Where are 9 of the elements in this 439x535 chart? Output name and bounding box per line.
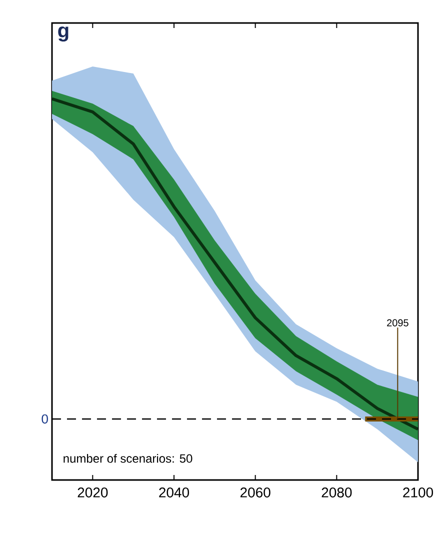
x-tick-label: 2100: [403, 488, 434, 498]
x-tick-label: 2080: [322, 488, 352, 498]
x-tick-label: 2040: [159, 488, 190, 498]
annotation: 2095: [387, 319, 408, 326]
x-tick-label: 2060: [240, 488, 270, 498]
chart-title: g: [58, 26, 68, 42]
x-tick-label: 2020: [78, 488, 108, 498]
ref-line-label: 0: [42, 414, 48, 424]
text: number of scenarios: 50: [64, 454, 192, 463]
